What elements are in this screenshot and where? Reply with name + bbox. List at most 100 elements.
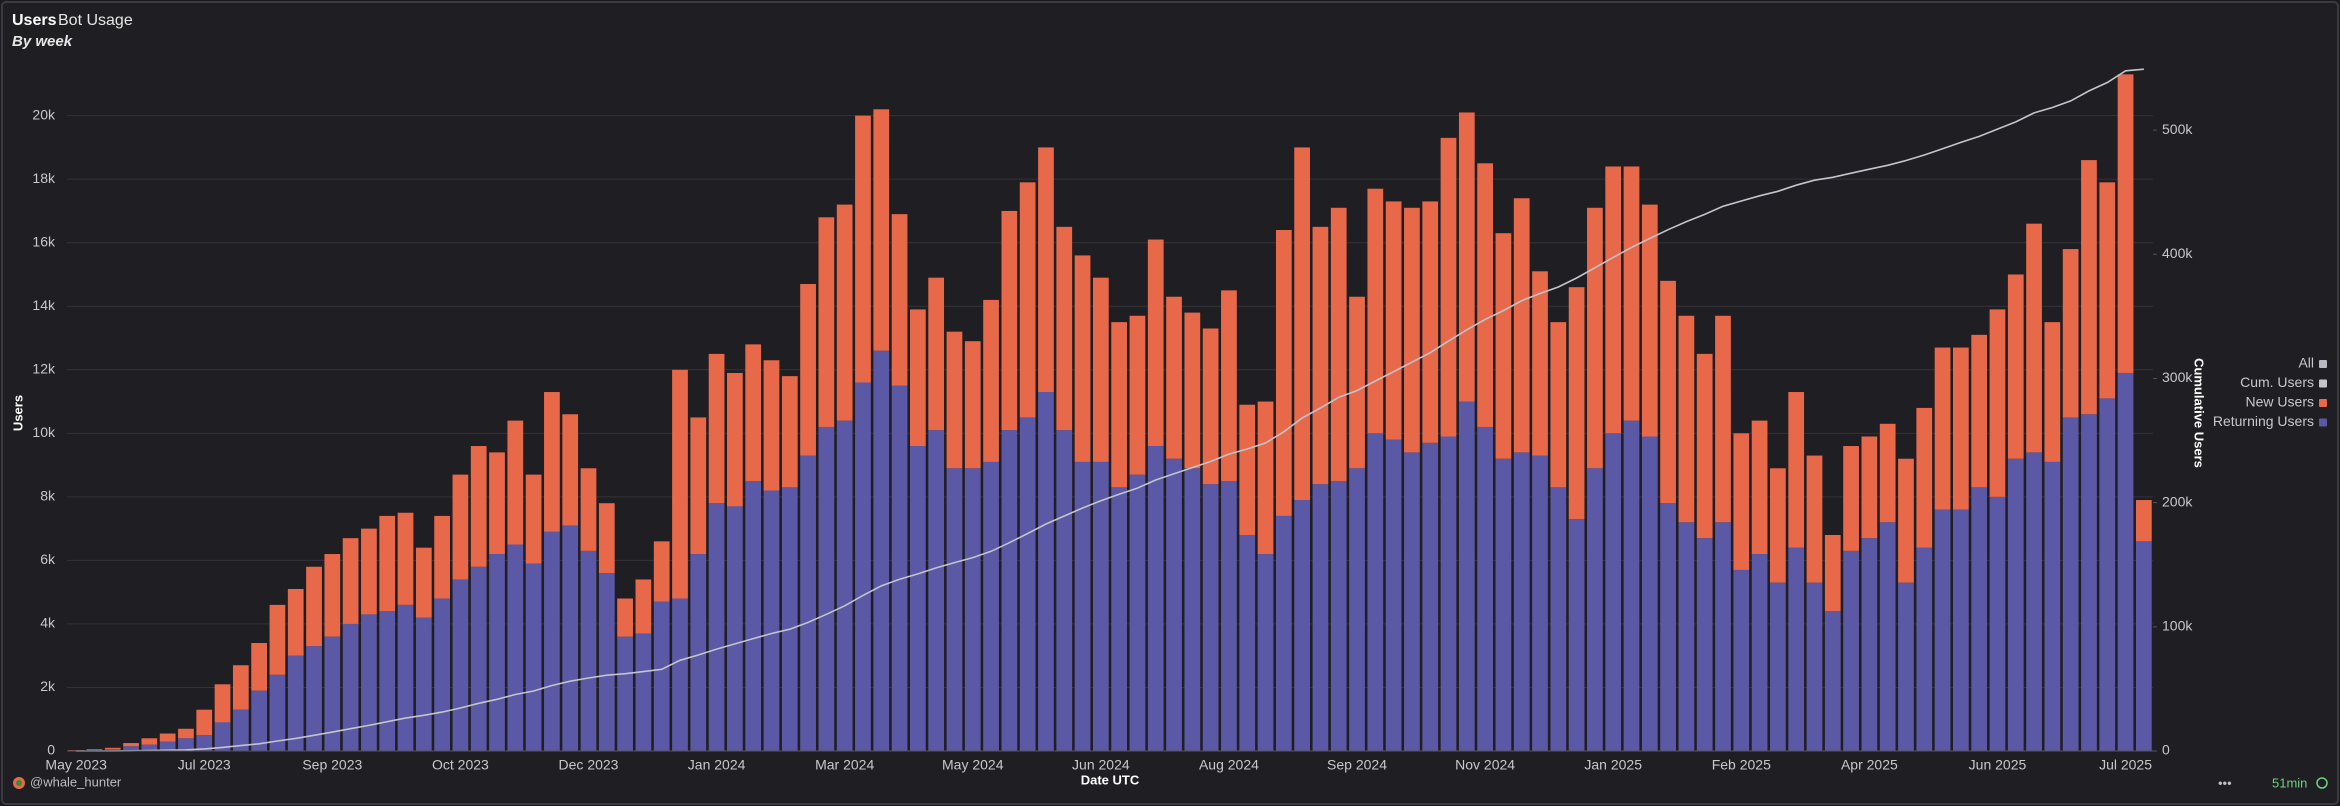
bar-segment — [397, 512, 414, 605]
x-tick-label: Sep 2024 — [1327, 757, 1387, 773]
bar-segment — [1257, 554, 1274, 751]
bar-segment — [1660, 503, 1676, 751]
bar-segment — [1605, 433, 1622, 751]
bar-segment — [781, 487, 798, 751]
bar-segment — [2081, 414, 2097, 751]
bar-segment — [1605, 166, 1622, 434]
bar-segment — [1696, 353, 1713, 539]
y-tick-label: 8k — [40, 488, 56, 504]
bar-segment — [1971, 487, 1988, 751]
bar-segment — [1715, 522, 1731, 751]
bar-segment — [1971, 334, 1988, 488]
chart-subtitle: Bot Usage — [58, 12, 133, 29]
y-tick-label: 10k — [32, 424, 56, 440]
bar-segment — [232, 665, 249, 710]
bar-segment — [653, 601, 670, 751]
bar-segment — [361, 528, 377, 615]
bar-segment — [2026, 452, 2042, 751]
y2-tick-label: 400k — [2162, 245, 2193, 261]
bar-segment — [708, 503, 725, 751]
x-tick-label: Oct 2023 — [432, 757, 489, 773]
bar-segment — [745, 344, 762, 481]
bar-segment — [1239, 404, 1256, 535]
legend-swatch — [2319, 399, 2327, 407]
bar-segment — [342, 538, 359, 624]
bar-segment — [489, 554, 505, 751]
bar-segment — [1001, 430, 1018, 751]
x-tick-label: Jul 2023 — [178, 757, 231, 773]
bar-segment — [1422, 442, 1439, 751]
bar-segment — [1641, 204, 1658, 437]
bar-segment — [1916, 407, 1933, 548]
bar-segment — [544, 531, 560, 751]
bar-segment — [1788, 547, 1805, 751]
bar-segment — [1587, 207, 1603, 469]
bar-segment — [1458, 401, 1475, 751]
bar-segment — [1440, 436, 1457, 751]
bar-segment — [983, 299, 999, 462]
bar-segment — [306, 566, 322, 647]
bar-segment — [379, 515, 396, 612]
x-tick-label: Sep 2023 — [302, 757, 362, 773]
bar-segment — [1953, 509, 1969, 751]
bar-segment — [1367, 433, 1384, 751]
bar-segment — [1623, 166, 1640, 421]
legend-label[interactable]: New Users — [2246, 394, 2314, 410]
bar-segment — [855, 115, 871, 383]
bar-segment — [1239, 534, 1256, 751]
bar-segment — [361, 614, 377, 751]
y-tick-label: 0 — [47, 742, 55, 758]
bar-segment — [1038, 147, 1054, 393]
bar-segment — [2044, 461, 2061, 751]
bar-segment — [2007, 458, 2024, 751]
bar-segment — [781, 376, 798, 488]
bar-segment — [1221, 480, 1237, 751]
bar-segment — [1019, 417, 1036, 751]
bar-segment — [818, 217, 835, 427]
bar-segment — [1660, 280, 1676, 504]
bar-segment — [836, 420, 853, 751]
bar-segment — [1477, 426, 1493, 751]
bar-segment — [2117, 74, 2134, 373]
y-tick-label: 14k — [32, 297, 56, 313]
bar-segment — [415, 547, 432, 618]
bar-segment — [1953, 347, 1969, 510]
bar-segment — [232, 709, 249, 751]
bar-segment — [1385, 439, 1402, 751]
bar-segment — [1275, 230, 1292, 516]
bar-segment — [928, 277, 945, 431]
y-tick-label: 6k — [40, 551, 56, 567]
bar-segment — [745, 480, 762, 751]
x-tick-label: May 2023 — [45, 757, 107, 773]
legend-label[interactable]: Returning Users — [2213, 413, 2314, 429]
bar-segment — [1074, 255, 1091, 462]
bar-segment — [159, 733, 176, 742]
x-tick-label: Jan 2024 — [688, 757, 746, 773]
bar-segment — [1934, 509, 1951, 751]
bar-segment — [928, 430, 945, 751]
legend-swatch — [2319, 379, 2327, 388]
bar-segment — [1312, 484, 1329, 751]
legend-label[interactable]: Cum. Users — [2240, 374, 2314, 390]
y2-tick-label: 0 — [2162, 742, 2170, 758]
footer-author[interactable]: @whale_hunter — [30, 774, 122, 789]
bar-segment — [1715, 315, 1731, 523]
bar-segment — [873, 350, 890, 751]
chart-title: Users — [12, 12, 57, 29]
x-tick-label: Jul 2025 — [2099, 757, 2152, 773]
bar-segment — [1879, 423, 1896, 523]
x-axis-title: Date UTC — [1081, 772, 1140, 787]
bar-segment — [1861, 538, 1878, 751]
bar-segment — [855, 382, 871, 751]
bar-segment — [1934, 347, 1951, 510]
x-tick-label: Apr 2025 — [1841, 757, 1898, 773]
bar-segment — [1349, 296, 1365, 469]
bar-segment — [2135, 500, 2152, 542]
footer-dots: ••• — [2218, 775, 2232, 790]
bar-segment — [1166, 458, 1182, 751]
bar-segment — [580, 550, 597, 751]
x-tick-label: Nov 2024 — [1455, 757, 1515, 773]
bar-segment — [910, 446, 926, 751]
bar-segment — [1221, 290, 1237, 481]
